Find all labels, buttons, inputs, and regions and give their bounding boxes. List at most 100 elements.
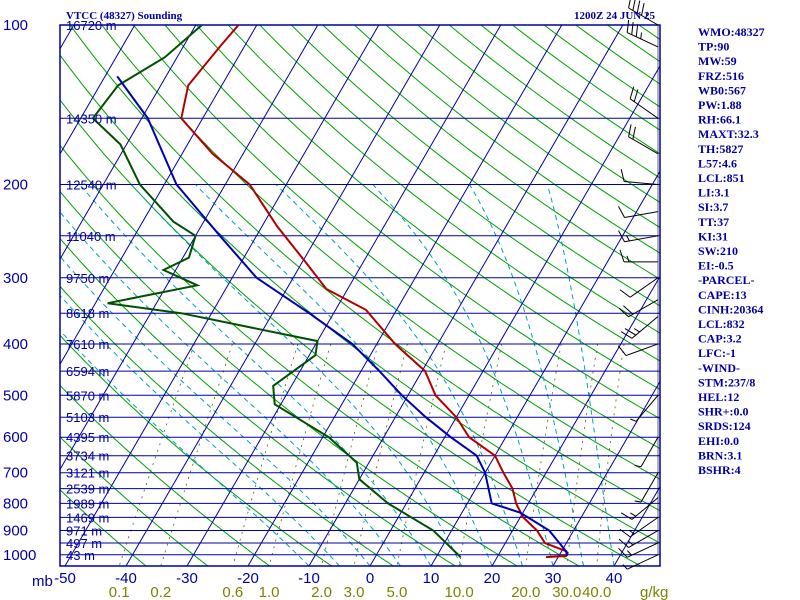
wind-barb <box>620 316 659 339</box>
moist-adiabat-line <box>546 184 615 566</box>
wind-barb-staff <box>628 299 659 318</box>
moist-adiabat-line <box>60 329 310 566</box>
wind-barb <box>628 124 659 155</box>
dry-adiabat-line <box>101 25 660 480</box>
wind-barb-half <box>626 255 630 263</box>
wind-barb-half <box>634 464 642 468</box>
mixing-ratio-tick-label: 20.0 <box>511 584 540 600</box>
temperature-tick-label: 20 <box>484 570 501 587</box>
isotherm-line <box>186 25 502 566</box>
chart-datetime: 1200Z 24 JUN 25 <box>574 10 655 22</box>
wind-barb <box>618 206 659 218</box>
wind-barb <box>618 542 659 558</box>
moist-adiabat-line <box>60 211 401 566</box>
index-text: EI:-0.5 <box>698 259 734 273</box>
wind-barb-flag <box>620 331 633 339</box>
height-tick-label: 43 m <box>66 548 95 563</box>
moist-adiabat-line <box>60 255 371 566</box>
index-text: MAXT:32.3 <box>698 127 759 141</box>
wind-barb-flag <box>635 24 639 37</box>
index-text: WB0:567 <box>698 83 746 97</box>
isotherm-line <box>308 25 624 566</box>
temperature-tick-label: -50 <box>54 570 76 587</box>
wind-barb <box>620 497 659 520</box>
isotherm-line <box>247 25 563 566</box>
wind-barb-staff <box>631 316 659 339</box>
height-tick-label: 9750 m <box>66 271 109 286</box>
wind-barb <box>620 169 659 185</box>
dry-adiabat-line <box>322 25 660 280</box>
moist-adiabat-line <box>79 184 432 566</box>
index-text: SHR+:0.0 <box>698 405 749 419</box>
mixing-ratio-line <box>596 343 625 566</box>
wind-barb-half <box>625 235 630 242</box>
wind-barb-flag <box>636 0 641 14</box>
height-tick-label: 1989 m <box>66 496 109 511</box>
wind-barb-half <box>640 32 642 39</box>
mixing-ratio-tick-label: 2.0 <box>311 584 332 600</box>
index-text: PW:1.88 <box>698 98 742 112</box>
chart-title: VTCC (48327) Sounding <box>66 10 183 22</box>
wind-barb <box>626 19 659 48</box>
wind-barb-half <box>627 540 634 546</box>
dry-adiabat-line <box>227 25 660 362</box>
wind-barb-flag <box>628 124 632 137</box>
mixing-ratio-tick-label: 3.0 <box>344 584 365 600</box>
index-text: FRZ:516 <box>698 69 744 83</box>
index-text: CINH:20364 <box>698 302 763 316</box>
isotherm-line <box>60 25 319 471</box>
isotherm-line <box>491 275 660 566</box>
index-text: LI:3.1 <box>698 186 730 200</box>
wind-barb-half <box>630 418 637 422</box>
index-text: LCL:851 <box>698 171 745 185</box>
mixing-ratio-line <box>458 343 503 566</box>
height-tick-label: 12540 m <box>66 178 117 193</box>
dry-adiabat-line <box>259 25 660 334</box>
temperature-tick-label: 40 <box>606 570 623 587</box>
index-text: TP:90 <box>698 40 729 54</box>
wind-barb <box>622 554 659 570</box>
mixing-ratio-lines <box>118 343 625 566</box>
pressure-tick-label: 100 <box>3 17 28 34</box>
wind-barb-half <box>630 512 637 517</box>
parcel-profile-line <box>116 75 569 556</box>
index-text: -WIND- <box>698 361 740 375</box>
wind-barb <box>628 0 659 26</box>
dry-adiabat-line <box>354 25 660 254</box>
isotherms <box>60 25 660 566</box>
temperature-tick-label: -30 <box>176 570 198 587</box>
index-text: BSHR:4 <box>698 463 741 477</box>
isotherm-line <box>60 25 136 155</box>
index-text: MW:59 <box>698 54 737 68</box>
mixing-ratio-tick-label: 30.0 <box>552 584 581 600</box>
wind-barb-half <box>622 564 628 570</box>
height-tick-label: 5870 m <box>66 388 109 403</box>
wind-barb-flag <box>626 19 630 33</box>
dry-adiabat-line <box>60 436 209 566</box>
height-tick-label: 497 m <box>66 536 102 551</box>
wind-barb <box>619 277 659 298</box>
isotherm-line <box>60 25 197 261</box>
index-text: HEL:12 <box>698 390 739 404</box>
wind-barb-staff <box>625 343 659 357</box>
wind-barb <box>630 394 659 422</box>
height-tick-label: 3734 m <box>66 449 109 464</box>
index-text: L57:4.6 <box>698 156 737 170</box>
wind-barb-staff <box>624 181 659 185</box>
isotherm-line <box>430 170 660 566</box>
index-text: EHI:0.0 <box>698 434 739 448</box>
temperature-tick-label: -10 <box>298 570 320 587</box>
wind-barb-flag <box>619 289 631 298</box>
mixing-ratio-tick-label: 5.0 <box>386 584 407 600</box>
wind-barb-half <box>627 550 633 556</box>
isotherm-line <box>369 65 660 566</box>
moist-adiabat-line <box>469 184 584 566</box>
dry-adiabat-line <box>60 144 580 566</box>
index-text: LCL:832 <box>698 317 745 331</box>
isobars <box>59 24 661 567</box>
pressure-unit-label: mb <box>32 573 53 590</box>
mixing-ratio-tick-label: 0.1 <box>109 584 130 600</box>
indices-panel: WMO:48327TP:90MW:59FRZ:516WB0:567PW:1.88… <box>698 25 765 477</box>
wind-barb-flag <box>629 86 635 99</box>
